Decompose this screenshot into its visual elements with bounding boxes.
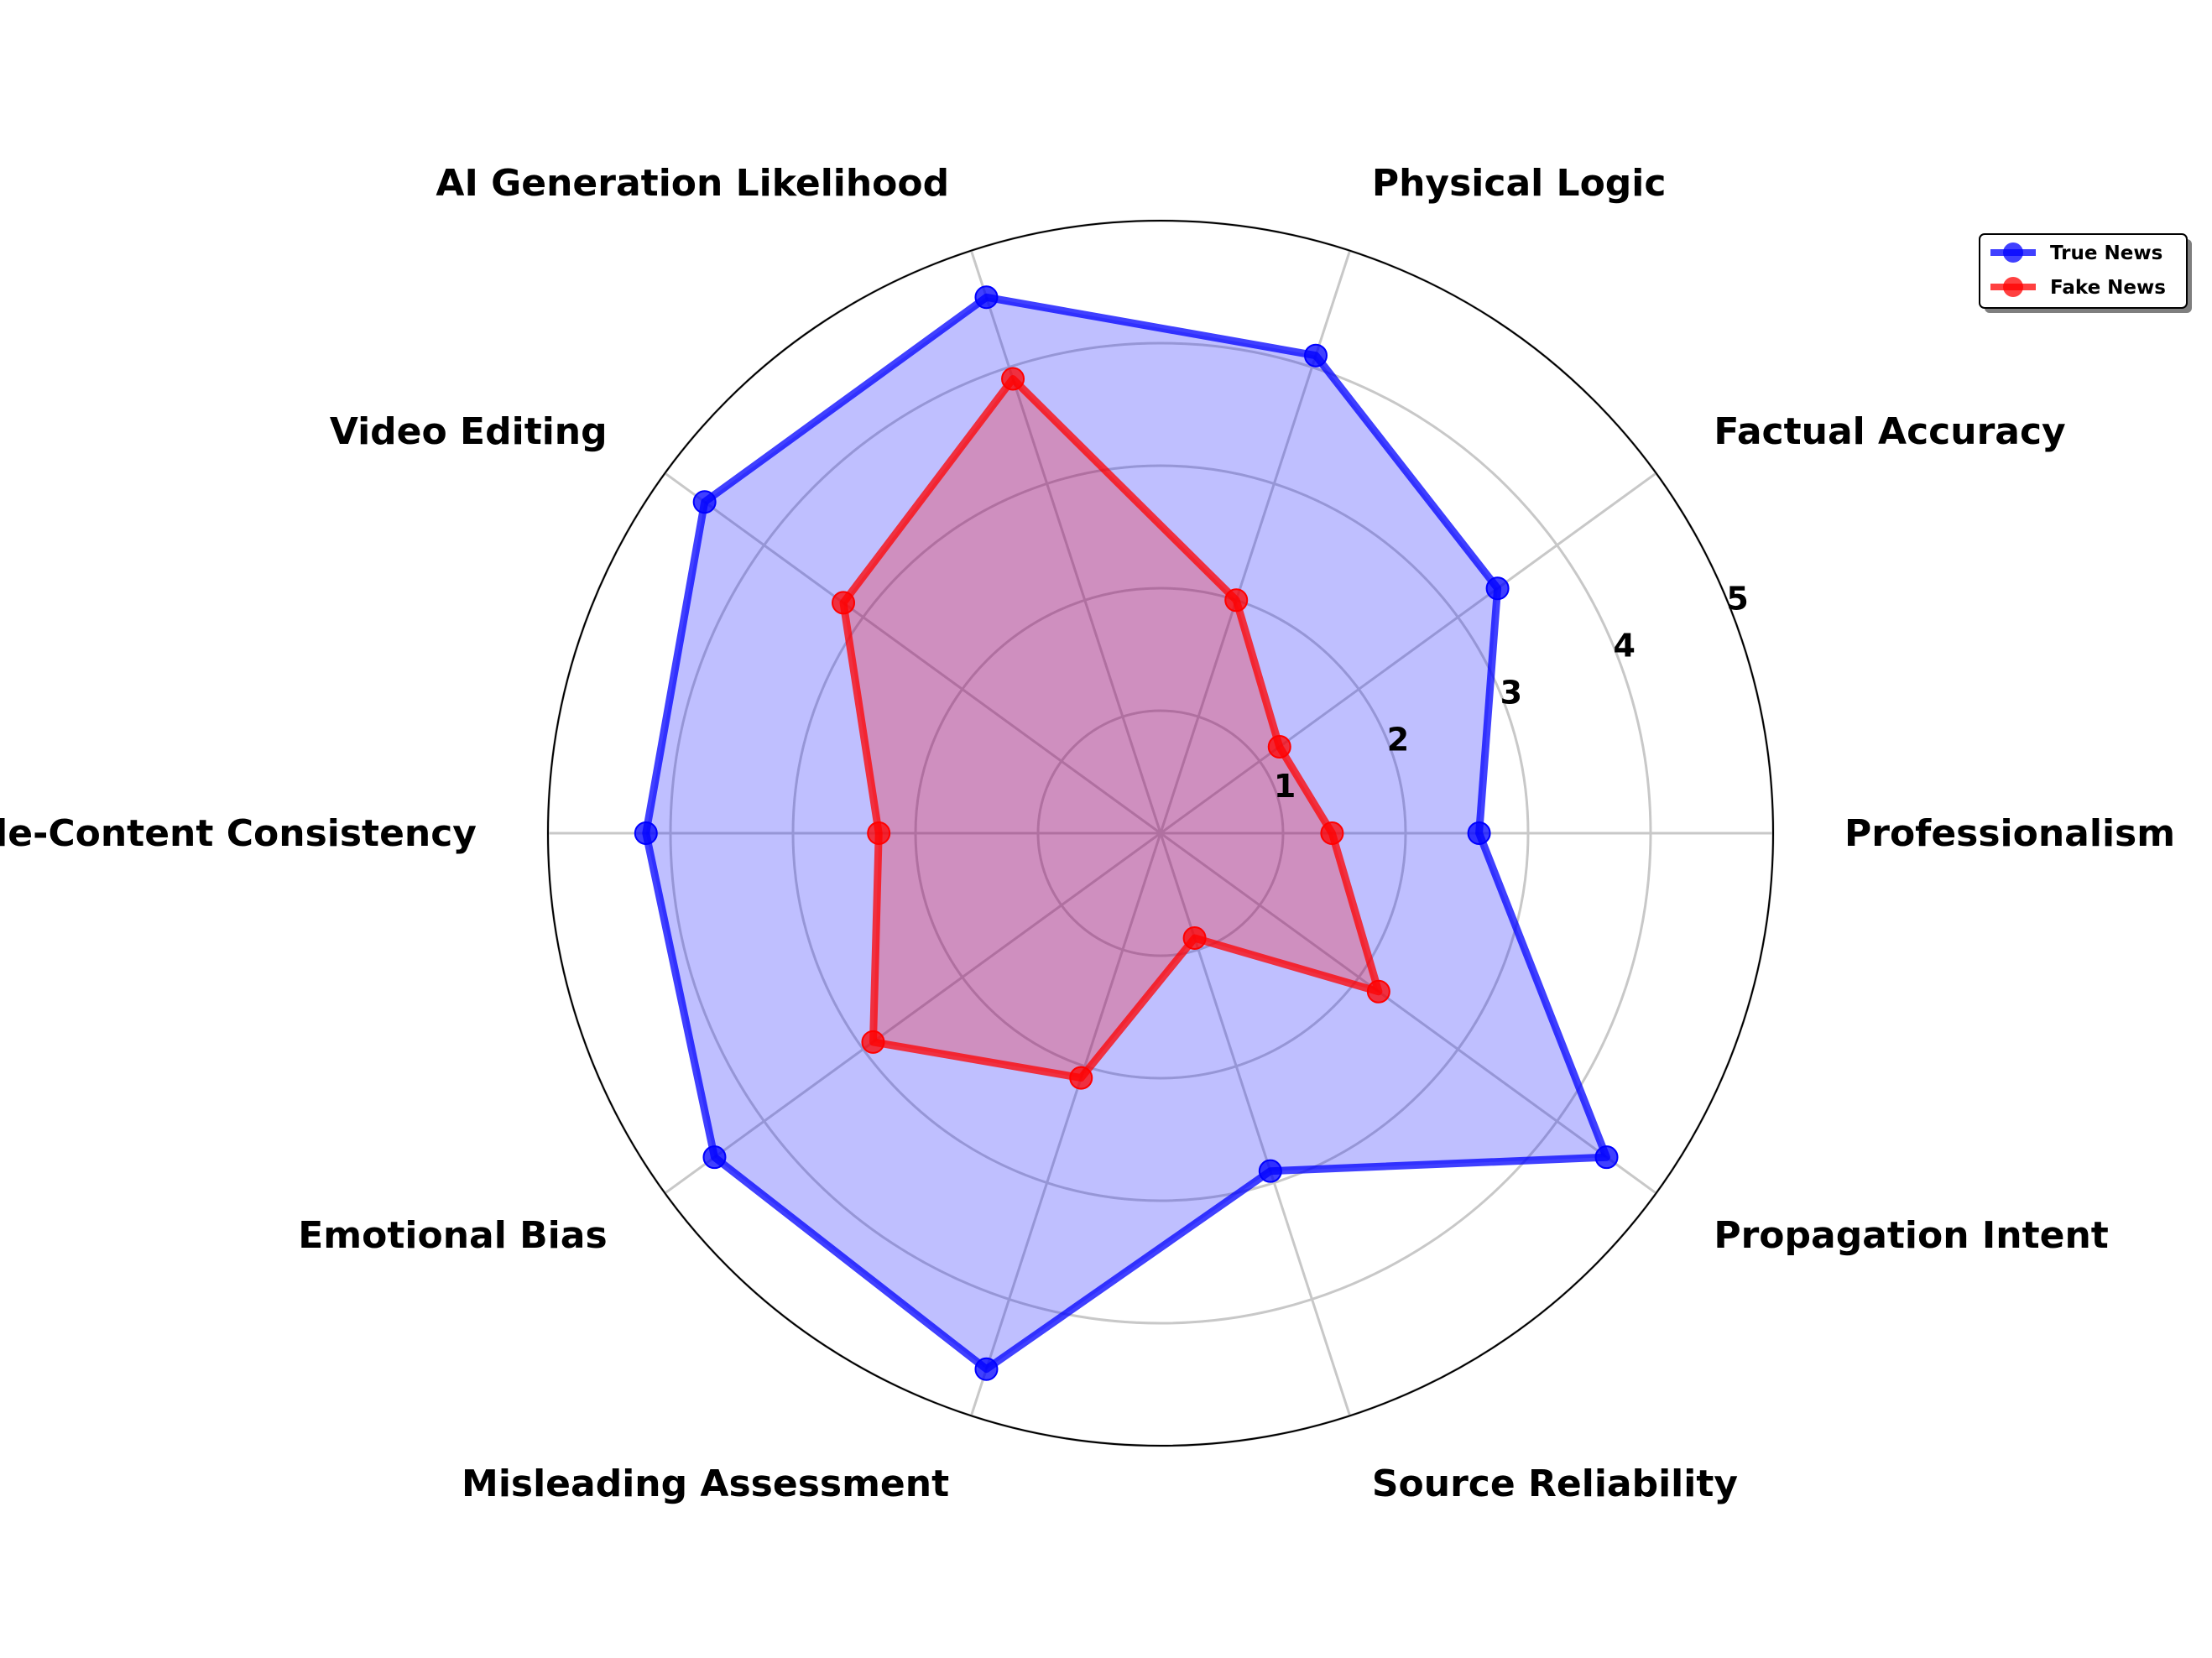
- axis-label: Factual Accuracy: [1714, 410, 2065, 453]
- data-point: [861, 1030, 885, 1054]
- data-point: [1267, 735, 1291, 759]
- axis-label: Misleading Assessment: [462, 1462, 949, 1505]
- series-layer: [634, 285, 1619, 1381]
- data-point: [1366, 979, 1390, 1004]
- data-point: [974, 1357, 999, 1381]
- data-point: [974, 285, 999, 310]
- radial-tick-label: 5: [1726, 581, 1748, 618]
- data-point: [1467, 821, 1491, 845]
- spoke-line: [969, 832, 1162, 1416]
- spoke-line: [1160, 472, 1657, 835]
- axis-label: Physical Logic: [1372, 162, 1667, 205]
- data-point: [634, 821, 658, 845]
- data-point: [702, 1145, 727, 1170]
- data-point: [832, 591, 856, 615]
- data-point: [1303, 343, 1328, 368]
- axis-label: Emotional Bias: [298, 1214, 607, 1257]
- data-point: [1224, 588, 1249, 613]
- outer-frame-circle: [547, 220, 1774, 1447]
- radial-tick-label: 1: [1274, 768, 1296, 805]
- axis-label: Propagation Intent: [1714, 1214, 2108, 1257]
- data-point: [1485, 576, 1510, 601]
- axis-label: Source Reliability: [1372, 1462, 1738, 1505]
- data-point: [1001, 367, 1025, 391]
- radial-tick-label: 3: [1500, 674, 1522, 711]
- legend: True News Fake News: [1979, 233, 2192, 313]
- data-point: [692, 490, 717, 514]
- data-point: [1594, 1145, 1619, 1170]
- series-fill-1: [843, 378, 1379, 1078]
- data-point: [1258, 1159, 1282, 1183]
- axis-label: Video Editing: [330, 410, 608, 453]
- legend-label: True News: [2050, 242, 2162, 264]
- data-point: [1182, 925, 1207, 950]
- data-point: [1320, 821, 1344, 845]
- axis-label: Professionalism: [1844, 812, 2175, 855]
- legend-swatch-marker: [2003, 277, 2023, 297]
- radial-tick-label: 2: [1387, 721, 1409, 758]
- spoke-line: [1160, 832, 1657, 1195]
- axis-label: AI Generation Likelihood: [436, 162, 949, 205]
- radial-tick-label: 4: [1614, 628, 1636, 665]
- spoke-line: [969, 250, 1162, 834]
- legend-swatch-marker: [2003, 242, 2023, 263]
- axis-label: Title-Content Consistency: [0, 812, 477, 855]
- data-point: [1069, 1066, 1093, 1090]
- spoke-line: [664, 832, 1161, 1195]
- spoke-line: [664, 472, 1161, 835]
- legend-items: True News Fake News: [1990, 242, 2166, 299]
- label-layer: 1 2 3 4 5 Professionalism Factual Accuracy Phys…: [0, 162, 2175, 1505]
- data-point: [867, 821, 891, 845]
- legend-label: Fake News: [2050, 277, 2166, 299]
- series-fill-0: [645, 297, 1607, 1369]
